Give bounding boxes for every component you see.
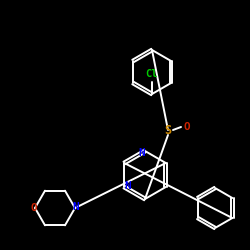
- Text: N: N: [125, 181, 132, 191]
- Text: O: O: [184, 122, 190, 132]
- Text: S: S: [164, 124, 172, 136]
- Text: Cl: Cl: [146, 69, 158, 79]
- Text: N: N: [138, 148, 145, 158]
- Text: N: N: [72, 202, 80, 212]
- Text: O: O: [30, 203, 38, 213]
